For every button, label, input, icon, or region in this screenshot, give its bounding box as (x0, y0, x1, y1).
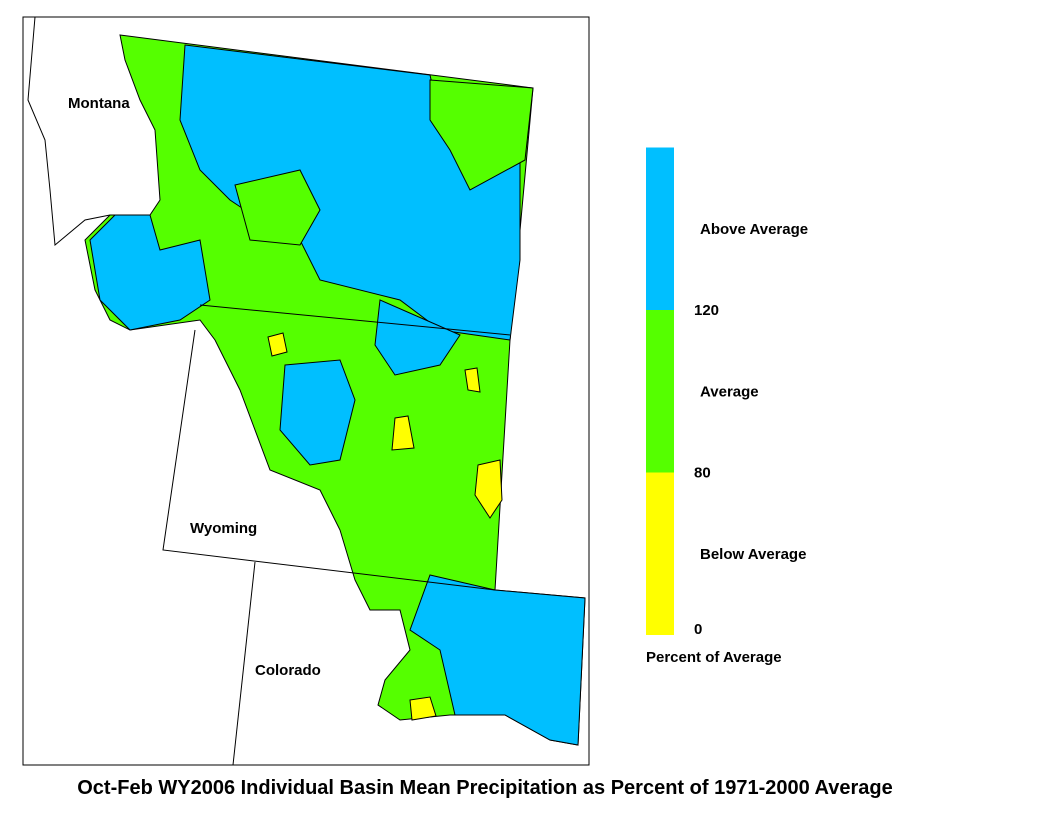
legend-tick-label: 80 (694, 465, 711, 482)
legend-label: Average (700, 383, 759, 400)
legend-label: Below Average (700, 546, 806, 563)
basin-region (267, 332, 288, 357)
state-boundary (199, 304, 511, 336)
legend: Below Average Average Above Average 0 80 120 (646, 147, 808, 638)
legend-swatch (646, 472, 674, 635)
basin-region (391, 415, 415, 451)
legend-label: Above Average (700, 221, 808, 238)
legend-swatch (646, 147, 674, 310)
map (27, 16, 586, 766)
state-boundary (162, 329, 496, 591)
basin-region (234, 169, 321, 246)
basin-region (279, 359, 356, 466)
basin-region (409, 574, 586, 746)
legend-tick-label: 120 (694, 302, 719, 319)
legend-swatch (646, 310, 674, 473)
legend-tick-label: 0 (694, 621, 702, 638)
basin-region (474, 459, 503, 519)
basin-region (429, 79, 534, 191)
state-label: Colorado (255, 662, 321, 679)
state-boundary (232, 561, 256, 766)
state-label: Wyoming (190, 520, 257, 537)
basin-region (89, 214, 211, 331)
basin-region (409, 696, 437, 721)
map-title: Oct-Feb WY2006 Individual Basin Mean Pre… (77, 777, 892, 799)
state-label: Montana (68, 95, 130, 112)
basin-region (464, 367, 481, 393)
legend-title: Percent of Average (646, 649, 782, 666)
state-boundary (27, 16, 111, 246)
